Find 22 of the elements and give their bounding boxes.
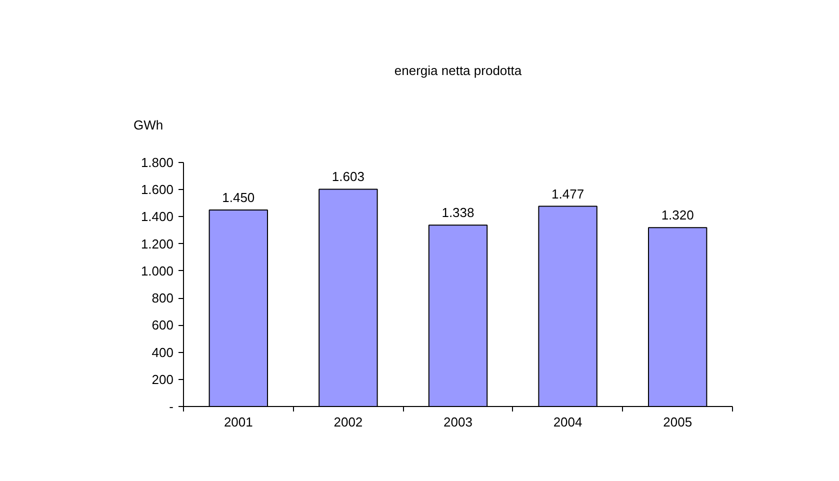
data-label: 1.320: [661, 208, 694, 223]
data-label: 1.338: [442, 205, 474, 220]
data-label: 1.477: [552, 186, 584, 202]
x-tick-label: 2004: [553, 414, 582, 430]
x-tick-label: 2002: [334, 414, 363, 430]
y-tick-label: -: [169, 399, 174, 414]
x-tick-label: 2003: [444, 414, 472, 430]
x-tick-label: 2005: [663, 414, 692, 430]
y-tick-label: 1.800: [140, 155, 174, 170]
data-label: 1.603: [332, 169, 364, 184]
y-tick-label: 400: [152, 344, 174, 360]
y-tick-label: 1.200: [140, 236, 174, 252]
y-tick-label: 1.600: [140, 182, 174, 198]
y-tick-label: 200: [152, 372, 174, 387]
x-tick-label: 2001: [224, 414, 253, 430]
y-tick-label: 600: [152, 318, 174, 333]
y-tick-label: 800: [152, 290, 174, 306]
chart-title: energia netta prodotta: [394, 63, 522, 78]
y-tick-label: 1.400: [140, 209, 174, 224]
y-tick-label: 1.000: [140, 263, 174, 278]
data-label: 1.450: [222, 190, 255, 205]
y-axis-title: GWh: [134, 118, 164, 132]
